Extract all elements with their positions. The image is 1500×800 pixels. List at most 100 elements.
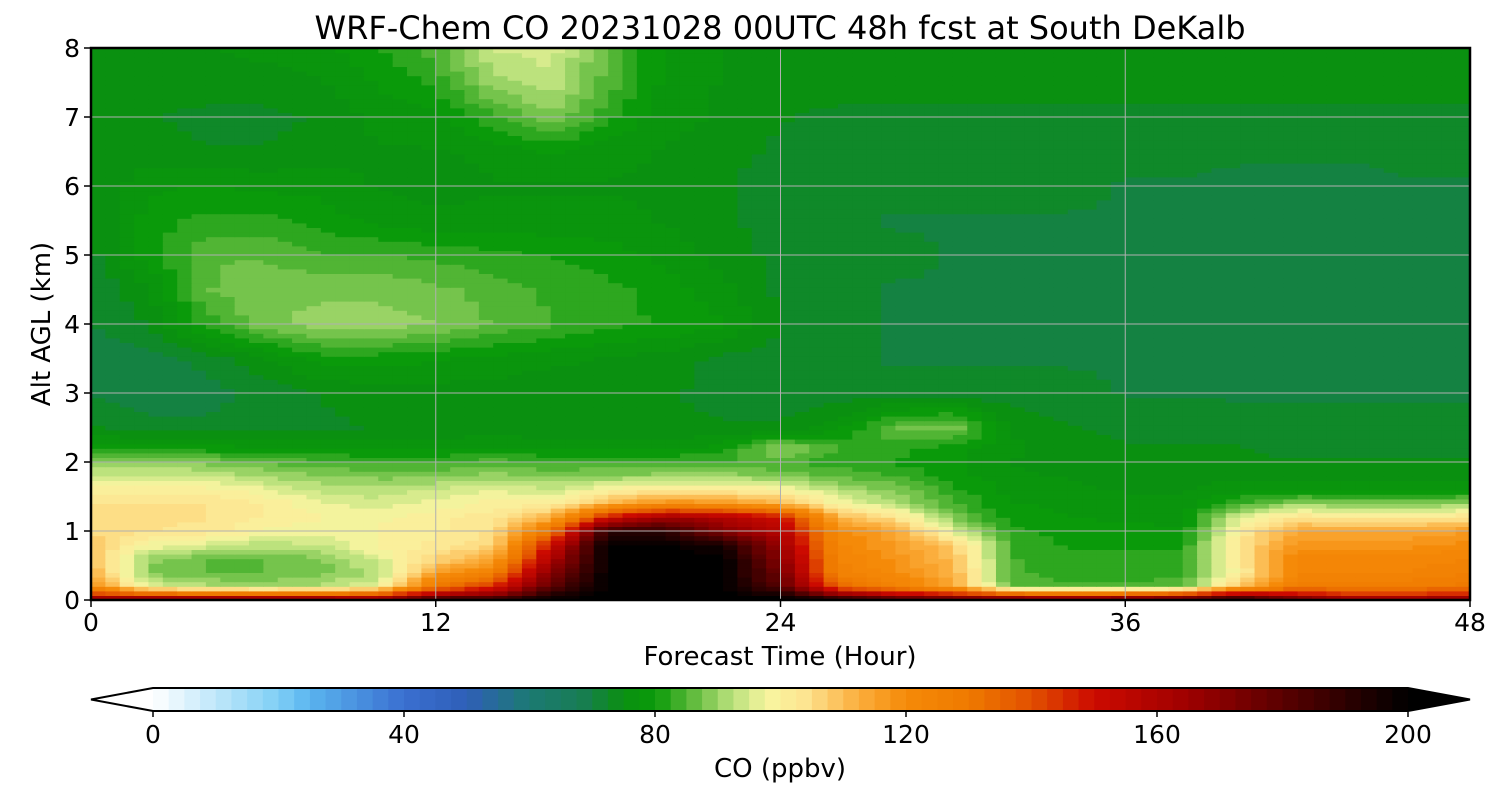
heatmap-cell bbox=[895, 453, 910, 458]
heatmap-cell bbox=[321, 499, 336, 504]
heatmap-cell bbox=[637, 490, 652, 495]
heatmap-cell bbox=[335, 462, 350, 467]
heatmap-cell bbox=[235, 453, 250, 458]
heatmap-cell bbox=[737, 522, 752, 527]
heatmap-cell bbox=[1384, 485, 1399, 490]
heatmap-cell bbox=[407, 494, 422, 499]
heatmap-cell bbox=[795, 448, 810, 453]
heatmap-cell bbox=[579, 425, 594, 430]
heatmap-cell bbox=[206, 549, 221, 554]
heatmap-cell bbox=[565, 384, 580, 389]
heatmap-cell bbox=[967, 453, 982, 458]
heatmap-cell bbox=[766, 494, 781, 499]
heatmap-cell bbox=[1255, 379, 1270, 384]
heatmap-cell bbox=[1283, 393, 1298, 398]
heatmap-cell bbox=[723, 549, 738, 554]
heatmap-cell bbox=[1441, 430, 1456, 435]
heatmap-cell bbox=[1125, 549, 1140, 554]
heatmap-cell bbox=[809, 554, 824, 559]
heatmap-cell bbox=[1283, 476, 1298, 481]
heatmap-cell bbox=[781, 430, 796, 435]
heatmap-cell bbox=[249, 536, 264, 541]
heatmap-cell bbox=[1197, 444, 1212, 449]
heatmap-cell bbox=[723, 379, 738, 384]
heatmap-cell bbox=[263, 421, 278, 426]
heatmap-cell bbox=[1168, 425, 1183, 430]
heatmap-cell bbox=[350, 545, 365, 550]
heatmap-cell bbox=[608, 577, 623, 582]
heatmap-cell bbox=[493, 439, 508, 444]
heatmap-cell bbox=[1298, 393, 1313, 398]
heatmap-cell bbox=[1326, 379, 1341, 384]
heatmap-cell bbox=[335, 398, 350, 403]
heatmap-cell bbox=[364, 439, 379, 444]
heatmap-cell bbox=[120, 591, 135, 596]
heatmap-cell bbox=[393, 471, 408, 476]
heatmap-cell bbox=[350, 563, 365, 568]
heatmap-cell bbox=[522, 531, 537, 536]
heatmap-cell bbox=[637, 480, 652, 485]
heatmap-cell bbox=[1283, 370, 1298, 375]
heatmap-cell bbox=[967, 448, 982, 453]
heatmap-cell bbox=[1168, 448, 1183, 453]
heatmap-cell bbox=[1154, 545, 1169, 550]
heatmap-cell bbox=[781, 471, 796, 476]
heatmap-cell bbox=[148, 591, 163, 596]
heatmap-cell bbox=[1025, 568, 1040, 573]
heatmap-cell bbox=[1183, 499, 1198, 504]
heatmap-cell bbox=[1211, 563, 1226, 568]
heatmap-cell bbox=[148, 439, 163, 444]
heatmap-cell bbox=[1341, 444, 1356, 449]
heatmap-cell bbox=[924, 425, 939, 430]
heatmap-cell bbox=[881, 425, 896, 430]
heatmap-cell bbox=[752, 425, 767, 430]
heatmap-cell bbox=[1369, 490, 1384, 495]
heatmap-cell bbox=[1082, 499, 1097, 504]
heatmap-cell bbox=[1111, 416, 1126, 421]
heatmap-cell bbox=[1456, 379, 1471, 384]
heatmap-cell bbox=[953, 416, 968, 421]
heatmap-cell bbox=[594, 365, 609, 370]
heatmap-cell bbox=[565, 361, 580, 366]
heatmap-cell bbox=[867, 462, 882, 467]
heatmap-cell bbox=[493, 572, 508, 577]
heatmap-cell bbox=[350, 572, 365, 577]
heatmap-cell bbox=[1341, 393, 1356, 398]
heatmap-cell bbox=[1283, 577, 1298, 582]
heatmap-cell bbox=[1283, 563, 1298, 568]
heatmap-cell bbox=[536, 411, 551, 416]
heatmap-cell bbox=[1211, 411, 1226, 416]
heatmap-cell bbox=[1010, 513, 1025, 518]
heatmap-cell bbox=[953, 379, 968, 384]
heatmap-cell bbox=[608, 453, 623, 458]
heatmap-cell bbox=[781, 402, 796, 407]
heatmap-cell bbox=[1298, 494, 1313, 499]
heatmap-cell bbox=[263, 370, 278, 375]
heatmap-cell bbox=[953, 572, 968, 577]
heatmap-cell bbox=[737, 375, 752, 380]
heatmap-cell bbox=[1326, 416, 1341, 421]
heatmap-cell bbox=[881, 471, 896, 476]
heatmap-cell bbox=[364, 536, 379, 541]
heatmap-cell bbox=[1097, 586, 1112, 591]
heatmap-cell bbox=[263, 499, 278, 504]
heatmap-cell bbox=[148, 407, 163, 412]
heatmap-cell bbox=[1384, 444, 1399, 449]
heatmap-cell bbox=[493, 545, 508, 550]
heatmap-cell bbox=[996, 402, 1011, 407]
heatmap-cell bbox=[723, 582, 738, 587]
heatmap-cell bbox=[651, 370, 666, 375]
heatmap-cell bbox=[1010, 471, 1025, 476]
heatmap-cell bbox=[321, 508, 336, 513]
heatmap-cell bbox=[594, 448, 609, 453]
heatmap-cell bbox=[350, 439, 365, 444]
heatmap-cell bbox=[192, 425, 207, 430]
heatmap-cell bbox=[1140, 393, 1155, 398]
heatmap-cell bbox=[996, 471, 1011, 476]
heatmap-cell bbox=[982, 430, 997, 435]
heatmap-cell bbox=[335, 453, 350, 458]
heatmap-cell bbox=[1168, 471, 1183, 476]
heatmap-cell bbox=[1269, 563, 1284, 568]
heatmap-cell bbox=[1053, 503, 1068, 508]
heatmap-cell bbox=[1197, 430, 1212, 435]
